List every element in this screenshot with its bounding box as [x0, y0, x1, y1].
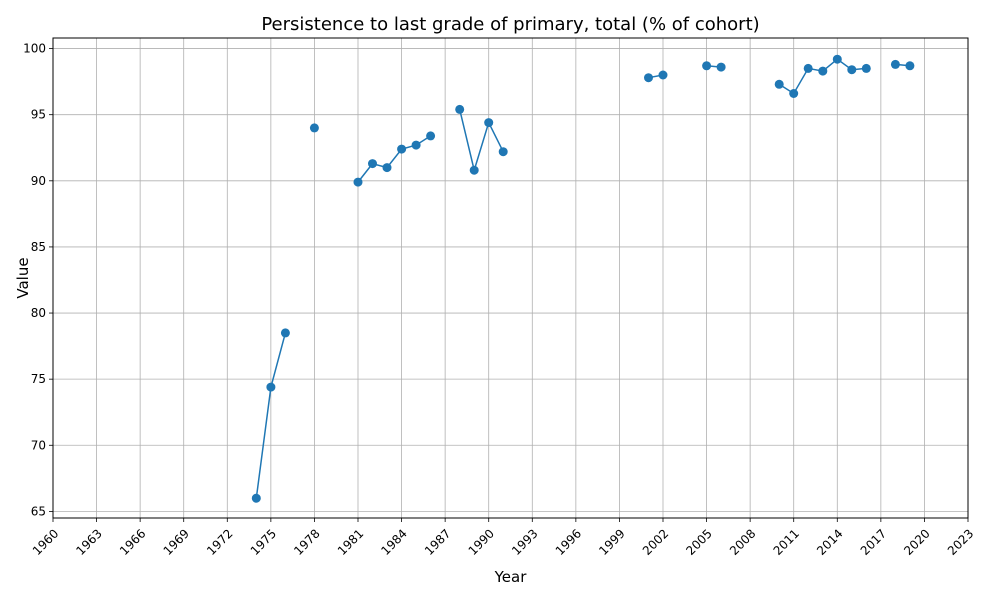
data-point [803, 63, 813, 73]
y-tick-label: 85 [31, 240, 46, 254]
data-point [716, 62, 726, 72]
y-tick-label: 90 [31, 174, 46, 188]
plot-frame [52, 37, 969, 519]
data-point [644, 73, 653, 83]
y-tick-label: 70 [31, 438, 46, 452]
data-point [455, 104, 465, 114]
data-point [353, 177, 363, 187]
data-point [397, 144, 407, 154]
data-point [382, 163, 392, 173]
series-line-segment [458, 109, 504, 174]
data-point [905, 61, 915, 71]
data-point [309, 123, 319, 133]
data-point [702, 61, 712, 71]
data-point [266, 382, 276, 392]
gridlines [52, 38, 969, 518]
y-axis-label: Value [14, 257, 32, 298]
data-point [658, 70, 668, 80]
data-point [498, 147, 508, 157]
data-point [832, 54, 842, 64]
series-points [251, 54, 915, 503]
data-point [469, 165, 479, 175]
data-point [368, 159, 377, 169]
data-point [861, 63, 871, 73]
chart-title: Persistence to last grade of primary, to… [261, 14, 759, 35]
data-point [426, 131, 436, 141]
data-point [411, 140, 421, 150]
data-point [280, 328, 290, 338]
y-tick-label: 75 [31, 372, 46, 386]
data-point [847, 65, 857, 75]
x-axis-label: Year [494, 568, 528, 586]
data-point [774, 79, 784, 89]
data-point [890, 59, 900, 69]
data-point [251, 493, 261, 503]
y-axis-ticks: 65 70 75 80 85 90 95 100 [23, 42, 53, 518]
y-tick-label: 65 [31, 504, 46, 518]
data-point [789, 89, 799, 98]
data-point [484, 118, 494, 128]
y-tick-label: 100 [23, 42, 46, 56]
data-point [818, 66, 828, 76]
y-tick-label: 80 [31, 306, 46, 320]
y-tick-label: 95 [31, 108, 46, 122]
